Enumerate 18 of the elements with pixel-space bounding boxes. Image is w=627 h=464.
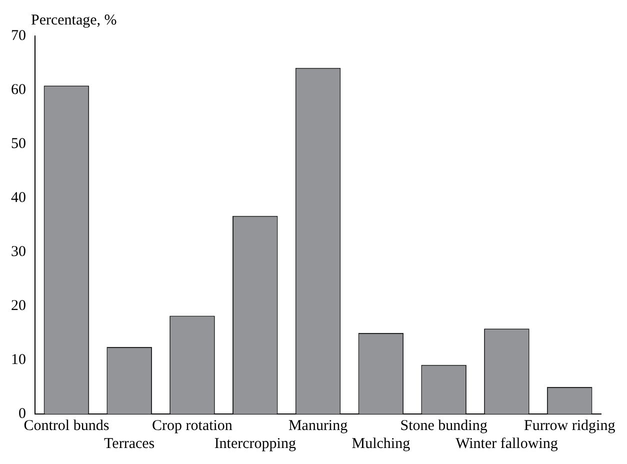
x-tick-label: Manuring (288, 418, 348, 434)
x-tick-label: Stone bunding (400, 418, 488, 434)
x-tick-label: Terraces (104, 436, 155, 452)
y-tick-label: 50 (11, 136, 26, 152)
y-axis-title: Percentage, % (31, 12, 117, 28)
x-tick-label: Intercropping (214, 436, 296, 452)
x-tick-label: Control bunds (24, 418, 110, 434)
y-tick-label: 0 (18, 406, 26, 422)
x-tick-label: Furrow ridging (524, 418, 616, 434)
y-tick-label: 60 (11, 82, 26, 98)
y-tick-label: 30 (11, 244, 26, 260)
x-tick-label: Mulching (352, 436, 411, 452)
y-tick-label: 70 (11, 28, 26, 44)
x-tick-label: Winter fallowing (456, 436, 558, 452)
y-tick-label: 10 (11, 352, 26, 368)
y-tick-label: 40 (11, 190, 26, 206)
x-tick-label: Crop rotation (152, 418, 233, 434)
y-tick-label: 20 (11, 298, 26, 314)
